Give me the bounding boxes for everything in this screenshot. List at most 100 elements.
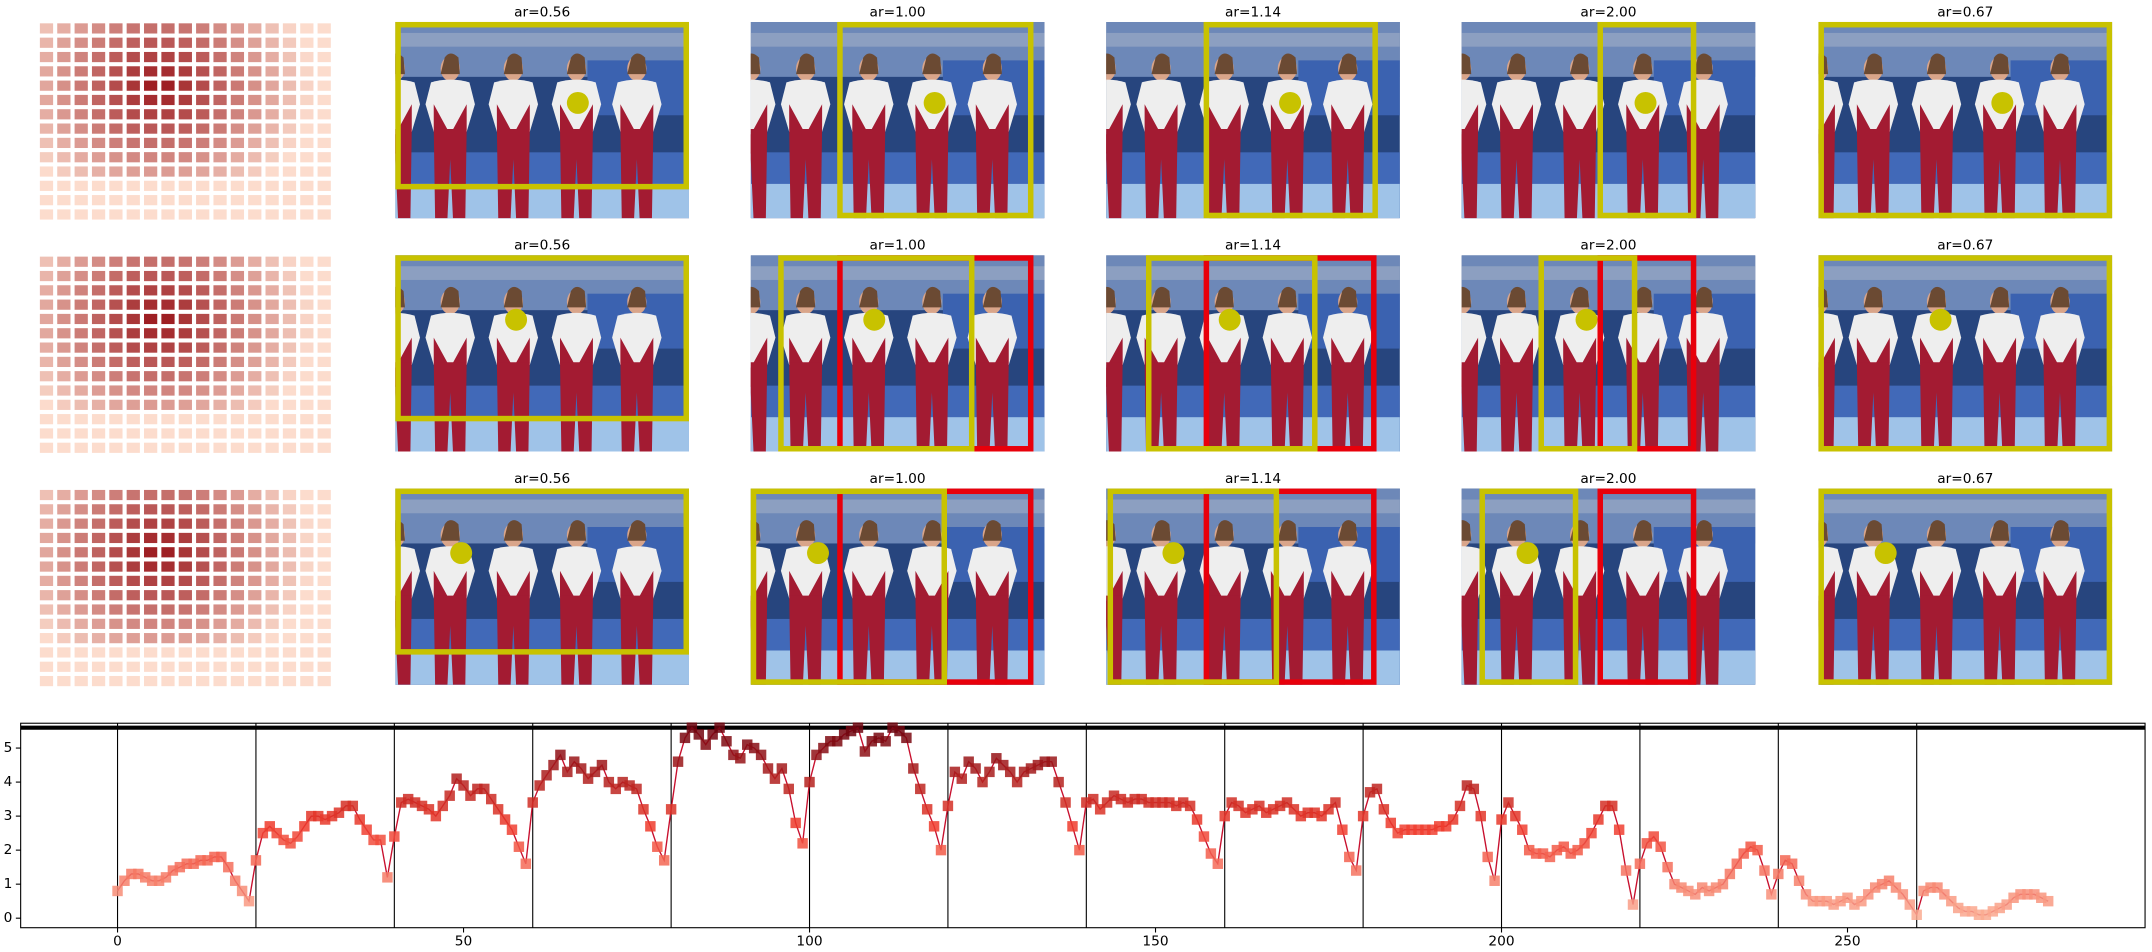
heat-cell bbox=[230, 66, 245, 77]
target-dot bbox=[1929, 308, 1952, 331]
marker bbox=[1966, 906, 1978, 917]
marker bbox=[1572, 844, 1583, 856]
heat-cell bbox=[161, 661, 175, 672]
heat-cell bbox=[317, 385, 331, 396]
heat-cell bbox=[39, 356, 54, 368]
heat-cell bbox=[300, 137, 314, 149]
heat-cell bbox=[57, 195, 71, 206]
marker bbox=[1953, 902, 1964, 914]
heat-cell bbox=[178, 575, 192, 586]
marker bbox=[416, 800, 428, 812]
heat-cell bbox=[144, 504, 158, 515]
y-tick-label: 4 bbox=[4, 774, 13, 790]
heat-cell bbox=[161, 51, 175, 63]
marker bbox=[1980, 909, 1992, 920]
heat-cell bbox=[144, 604, 158, 615]
heat-cell bbox=[248, 285, 262, 296]
heat-cell bbox=[39, 313, 54, 325]
marker bbox=[1842, 892, 1853, 903]
marker bbox=[2036, 892, 2047, 903]
marker bbox=[1461, 780, 1473, 791]
heat-cell bbox=[144, 675, 158, 687]
heat-cell bbox=[300, 270, 314, 282]
heat-cell bbox=[91, 504, 106, 515]
marker bbox=[894, 725, 905, 737]
heat-cell bbox=[109, 256, 123, 267]
heat-cell bbox=[178, 633, 192, 644]
heat-cell bbox=[74, 94, 88, 106]
heat-cell bbox=[126, 137, 140, 149]
marker bbox=[506, 824, 518, 835]
photo bbox=[726, 22, 1044, 218]
heat-cell bbox=[39, 442, 54, 453]
marker bbox=[1330, 797, 1341, 808]
marker bbox=[451, 773, 462, 784]
panel-title: ar=2.00 bbox=[1580, 4, 1636, 20]
heat-cell bbox=[57, 532, 71, 544]
heat-cell bbox=[196, 399, 210, 410]
heat-cell bbox=[126, 604, 140, 615]
marker bbox=[430, 810, 442, 822]
heat-cell bbox=[57, 575, 71, 586]
heat-cell bbox=[161, 547, 175, 558]
heat-cell bbox=[196, 561, 210, 572]
heat-cell bbox=[144, 23, 158, 34]
marker bbox=[1440, 821, 1452, 832]
heat-cell bbox=[126, 518, 140, 529]
marker bbox=[2015, 889, 2026, 900]
marker bbox=[389, 831, 400, 842]
heat-cell bbox=[196, 371, 210, 382]
heat-cell bbox=[57, 94, 71, 106]
marker bbox=[146, 875, 158, 886]
heat-cell bbox=[126, 504, 140, 515]
heat-cell bbox=[161, 152, 175, 163]
heat-cell bbox=[178, 270, 192, 282]
marker bbox=[1973, 909, 1985, 920]
marker bbox=[1503, 797, 1514, 808]
heat-cell bbox=[230, 604, 245, 615]
heat-cell bbox=[265, 152, 279, 163]
marker bbox=[963, 756, 974, 767]
marker bbox=[1357, 810, 1369, 822]
heat-cell bbox=[178, 313, 192, 325]
chart: 0 50 100 150 200 250 0 1 2 3 4 5 bbox=[4, 722, 2146, 949]
yellow-box bbox=[395, 255, 689, 422]
heat-cell bbox=[248, 137, 262, 149]
marker bbox=[818, 742, 829, 754]
marker bbox=[1164, 797, 1175, 808]
heat-cell bbox=[144, 166, 158, 177]
heat-cell bbox=[178, 518, 192, 529]
heat-cell bbox=[91, 195, 106, 206]
marker bbox=[458, 780, 469, 791]
heat-cell bbox=[126, 575, 140, 586]
heat-cell bbox=[248, 270, 262, 282]
marker bbox=[748, 742, 760, 754]
marker bbox=[998, 759, 1009, 771]
heat-cell bbox=[57, 180, 71, 191]
marker bbox=[762, 763, 774, 774]
heat-cell bbox=[196, 356, 210, 368]
heat-cell bbox=[39, 633, 54, 644]
heat-cell bbox=[39, 299, 54, 310]
marker bbox=[617, 776, 628, 788]
heat-cell bbox=[74, 504, 88, 515]
marker bbox=[396, 797, 407, 808]
heat-cell bbox=[230, 209, 245, 220]
marker bbox=[1876, 878, 1888, 890]
heat-cell bbox=[178, 504, 192, 515]
marker bbox=[499, 814, 511, 825]
heat-cell bbox=[161, 256, 175, 267]
heat-cell bbox=[282, 414, 297, 425]
marker bbox=[728, 749, 739, 761]
heat-cell bbox=[39, 152, 54, 163]
marker bbox=[866, 736, 878, 747]
marker bbox=[1399, 824, 1410, 835]
heat-cell bbox=[74, 518, 88, 529]
marker bbox=[1240, 807, 1251, 818]
marker bbox=[119, 875, 130, 886]
heat-cell bbox=[230, 37, 245, 48]
heat-cell bbox=[248, 575, 262, 586]
marker bbox=[1267, 804, 1279, 815]
heat-cell bbox=[109, 109, 123, 120]
marker bbox=[1392, 827, 1403, 839]
